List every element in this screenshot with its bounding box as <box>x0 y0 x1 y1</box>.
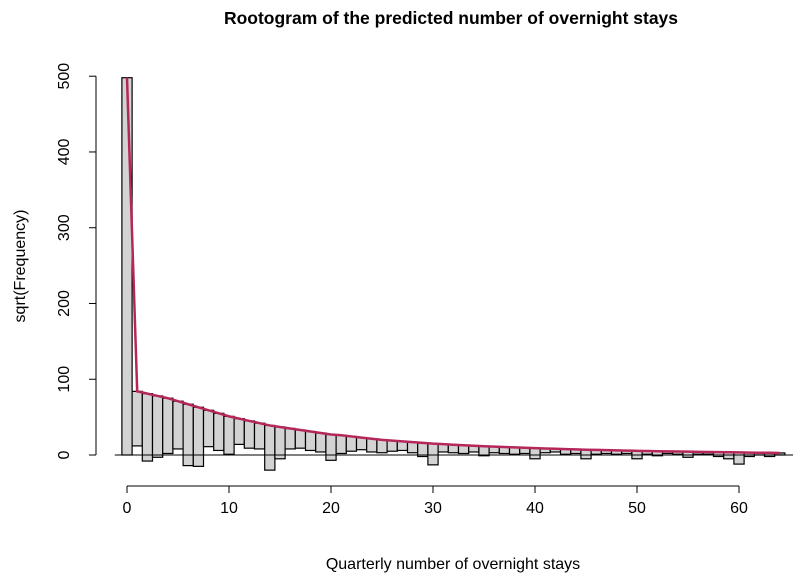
bar <box>274 426 286 460</box>
y-tick-label: 300 <box>56 214 73 241</box>
bar <box>733 451 745 465</box>
bar <box>162 397 174 455</box>
bar <box>213 412 225 452</box>
bars-group <box>121 77 786 471</box>
bar <box>478 445 490 457</box>
bar <box>355 436 368 451</box>
x-axis-label: Quarterly number of overnight stays <box>326 556 580 573</box>
bar <box>335 434 347 455</box>
x-tick-label: 40 <box>526 500 544 517</box>
bar <box>253 422 266 450</box>
bar <box>294 429 307 449</box>
y-tick-label: 500 <box>56 63 73 90</box>
bar <box>427 443 439 466</box>
bar <box>417 442 429 458</box>
chart-title: Rootogram of the predicted number of ove… <box>224 8 678 28</box>
y-tick-label: 400 <box>56 139 73 166</box>
bar <box>376 439 388 454</box>
bar <box>345 435 358 452</box>
bar <box>264 424 276 471</box>
x-tick-label: 20 <box>322 500 340 517</box>
y-axis-label: sqrt(Frequency) <box>12 210 29 323</box>
x-axis: 0 10 20 30 40 50 60 <box>123 485 748 517</box>
bar <box>192 406 205 467</box>
x-tick-label: 50 <box>628 500 646 517</box>
bar <box>233 418 245 446</box>
x-tick-label: 60 <box>730 500 748 517</box>
bar <box>406 441 419 454</box>
bar <box>151 395 164 458</box>
bar <box>223 415 235 455</box>
bar <box>121 77 133 456</box>
bar <box>325 433 337 461</box>
y-tick-label: 100 <box>56 366 73 393</box>
expected-frequency-line <box>125 77 780 455</box>
bar <box>366 438 378 453</box>
bar <box>141 393 154 462</box>
x-tick-label: 30 <box>424 500 442 517</box>
bar <box>131 390 143 447</box>
bar <box>529 447 541 460</box>
bar <box>304 430 317 452</box>
bar <box>182 403 194 467</box>
y-tick-label: 0 <box>56 450 73 459</box>
bar <box>243 420 256 449</box>
bar <box>284 427 296 450</box>
bar <box>202 409 215 448</box>
x-tick-label: 10 <box>220 500 238 517</box>
bar <box>172 400 184 450</box>
bar <box>315 432 327 453</box>
y-axis: 0 100 200 300 400 500 <box>56 63 97 459</box>
bar <box>386 440 398 452</box>
x-tick-label: 0 <box>123 500 132 517</box>
y-tick-label: 200 <box>56 290 73 317</box>
bar <box>580 449 592 460</box>
